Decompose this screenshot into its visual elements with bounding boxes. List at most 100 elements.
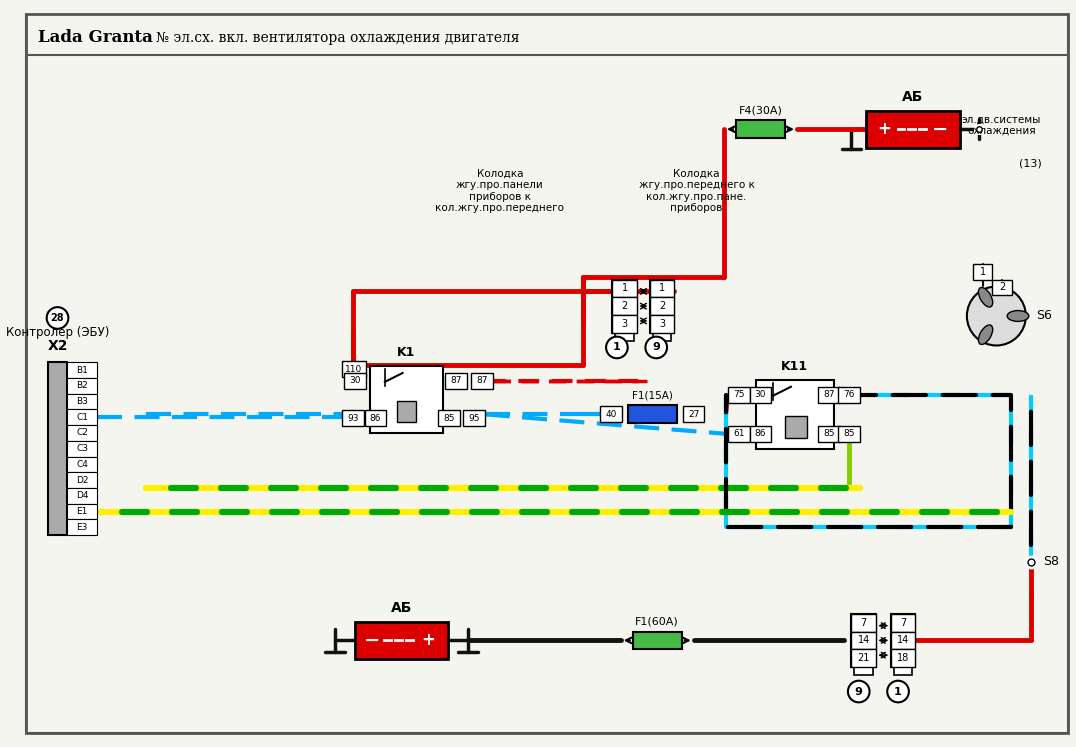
Text: B3: B3: [76, 397, 88, 406]
Text: F1(15A): F1(15A): [632, 391, 672, 400]
Bar: [891, 631, 916, 649]
Bar: [612, 315, 637, 332]
Bar: [68, 409, 97, 425]
Text: 21: 21: [858, 653, 869, 663]
Bar: [68, 456, 97, 472]
Text: 7: 7: [900, 618, 906, 627]
Text: B1: B1: [76, 365, 88, 374]
Bar: [866, 111, 960, 148]
Text: E3: E3: [76, 523, 88, 532]
Text: АБ: АБ: [902, 90, 923, 104]
Text: эл.дв.системы
охлаждения: эл.дв.системы охлаждения: [962, 114, 1040, 136]
Text: 14: 14: [897, 636, 909, 645]
Bar: [68, 378, 97, 394]
Text: −: −: [365, 631, 381, 650]
Text: (13): (13): [1019, 158, 1043, 169]
Bar: [973, 264, 992, 279]
Text: 87: 87: [476, 376, 487, 385]
Bar: [68, 441, 97, 456]
Text: 30: 30: [754, 390, 766, 399]
Text: X2: X2: [47, 339, 68, 353]
Bar: [891, 614, 916, 667]
Bar: [851, 614, 876, 631]
Bar: [615, 332, 634, 341]
Text: K11: K11: [781, 359, 808, 373]
Text: 2: 2: [659, 301, 665, 311]
Bar: [438, 410, 461, 426]
Bar: [68, 519, 97, 535]
Text: 28: 28: [51, 313, 65, 323]
Text: 1: 1: [894, 686, 902, 696]
Bar: [683, 406, 705, 422]
Text: 85: 85: [443, 414, 455, 423]
Bar: [47, 362, 68, 535]
Bar: [397, 400, 416, 422]
Text: 1: 1: [613, 342, 621, 353]
Text: (28): (28): [45, 311, 70, 324]
Bar: [365, 410, 386, 426]
Text: D4: D4: [75, 492, 88, 500]
Text: Контролер (ЭБУ): Контролер (ЭБУ): [5, 326, 109, 339]
Bar: [355, 622, 449, 659]
Text: C2: C2: [76, 429, 88, 438]
Text: 87: 87: [823, 390, 835, 399]
Text: 93: 93: [348, 414, 358, 423]
Bar: [627, 406, 677, 423]
Text: 7: 7: [861, 618, 867, 627]
Text: 9: 9: [652, 342, 661, 353]
Text: 95: 95: [468, 414, 480, 423]
Bar: [612, 297, 637, 315]
Bar: [600, 406, 622, 422]
Text: 27: 27: [688, 410, 699, 419]
Text: S8: S8: [1044, 555, 1060, 568]
Circle shape: [46, 307, 69, 329]
Bar: [653, 332, 671, 341]
Text: 30: 30: [349, 376, 360, 385]
Text: C4: C4: [76, 460, 88, 469]
Text: +: +: [877, 120, 891, 138]
Text: № эл.сх. вкл. вентилятора охлаждения двигателя: № эл.сх. вкл. вентилятора охлаждения дви…: [156, 31, 520, 45]
Bar: [851, 614, 876, 667]
Bar: [342, 362, 366, 377]
Bar: [728, 426, 750, 441]
Ellipse shape: [1007, 311, 1029, 321]
Text: 2: 2: [622, 301, 628, 311]
Text: F1(60A): F1(60A): [635, 617, 679, 627]
Bar: [650, 279, 675, 332]
Bar: [68, 425, 97, 441]
Text: F4(30A): F4(30A): [738, 105, 782, 116]
Bar: [463, 410, 484, 426]
Bar: [891, 614, 916, 631]
Bar: [650, 297, 675, 315]
Text: 40: 40: [606, 410, 617, 419]
Bar: [736, 120, 785, 138]
Text: Колодка
жгу.про.панели
приборов к
кол.жгу.про.переднего: Колодка жгу.про.панели приборов к кол.жг…: [436, 169, 565, 214]
Bar: [819, 387, 840, 403]
Bar: [854, 667, 873, 675]
Circle shape: [967, 287, 1025, 345]
Bar: [370, 366, 443, 433]
Text: 76: 76: [844, 390, 854, 399]
Bar: [838, 387, 860, 403]
Text: C3: C3: [76, 444, 88, 453]
Text: Lada Granta: Lada Granta: [38, 29, 153, 46]
Text: 1: 1: [979, 267, 986, 276]
Text: Колодка
жгу.про.переднего к
кол.жгу.про.пане.
приборов: Колодка жгу.про.переднего к кол.жгу.про.…: [638, 169, 754, 214]
Bar: [750, 387, 771, 403]
Ellipse shape: [978, 288, 993, 307]
Text: D2: D2: [75, 476, 88, 485]
Bar: [819, 426, 840, 441]
Bar: [851, 631, 876, 649]
Text: +: +: [422, 631, 436, 649]
Text: 61: 61: [733, 430, 745, 438]
Text: 110: 110: [345, 365, 363, 374]
Bar: [68, 488, 97, 503]
Text: −: −: [932, 120, 948, 139]
Text: E1: E1: [76, 507, 88, 516]
Bar: [894, 667, 912, 675]
Text: B2: B2: [76, 381, 88, 390]
Bar: [633, 631, 682, 649]
Text: 1: 1: [660, 283, 665, 294]
Circle shape: [848, 681, 869, 702]
Bar: [838, 426, 860, 441]
